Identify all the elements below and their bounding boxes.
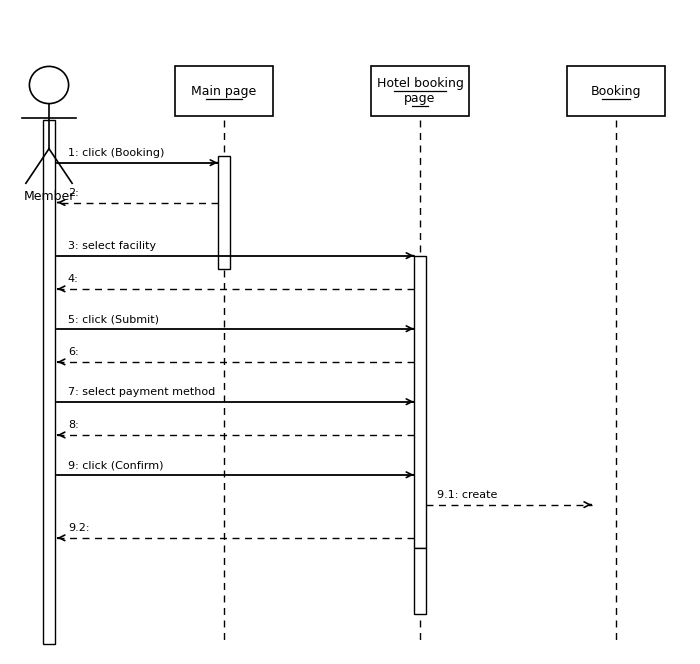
Text: 7: select payment method: 7: select payment method xyxy=(68,387,215,397)
Text: Member: Member xyxy=(23,190,75,203)
Text: 1: click (Booking): 1: click (Booking) xyxy=(68,148,164,158)
Bar xyxy=(218,156,230,269)
Bar xyxy=(414,548,426,614)
Bar xyxy=(567,66,665,116)
Text: Hotel booking: Hotel booking xyxy=(377,78,463,90)
Text: page: page xyxy=(405,92,435,105)
Bar xyxy=(414,256,426,548)
Text: 9.1: create: 9.1: create xyxy=(437,490,497,500)
Text: 9: click (Confirm): 9: click (Confirm) xyxy=(68,460,163,470)
Text: 6:: 6: xyxy=(68,347,78,357)
Bar xyxy=(371,66,469,116)
Text: 8:: 8: xyxy=(68,420,78,430)
Text: Main page: Main page xyxy=(191,85,257,98)
Bar xyxy=(175,66,273,116)
Text: Booking: Booking xyxy=(591,85,641,98)
Text: 9.2:: 9.2: xyxy=(68,523,90,533)
Text: 2:: 2: xyxy=(68,188,78,198)
Text: 3: select facility: 3: select facility xyxy=(68,241,156,251)
Text: 5: click (Submit): 5: click (Submit) xyxy=(68,314,159,324)
Text: 4:: 4: xyxy=(68,274,78,284)
Bar xyxy=(43,120,55,644)
